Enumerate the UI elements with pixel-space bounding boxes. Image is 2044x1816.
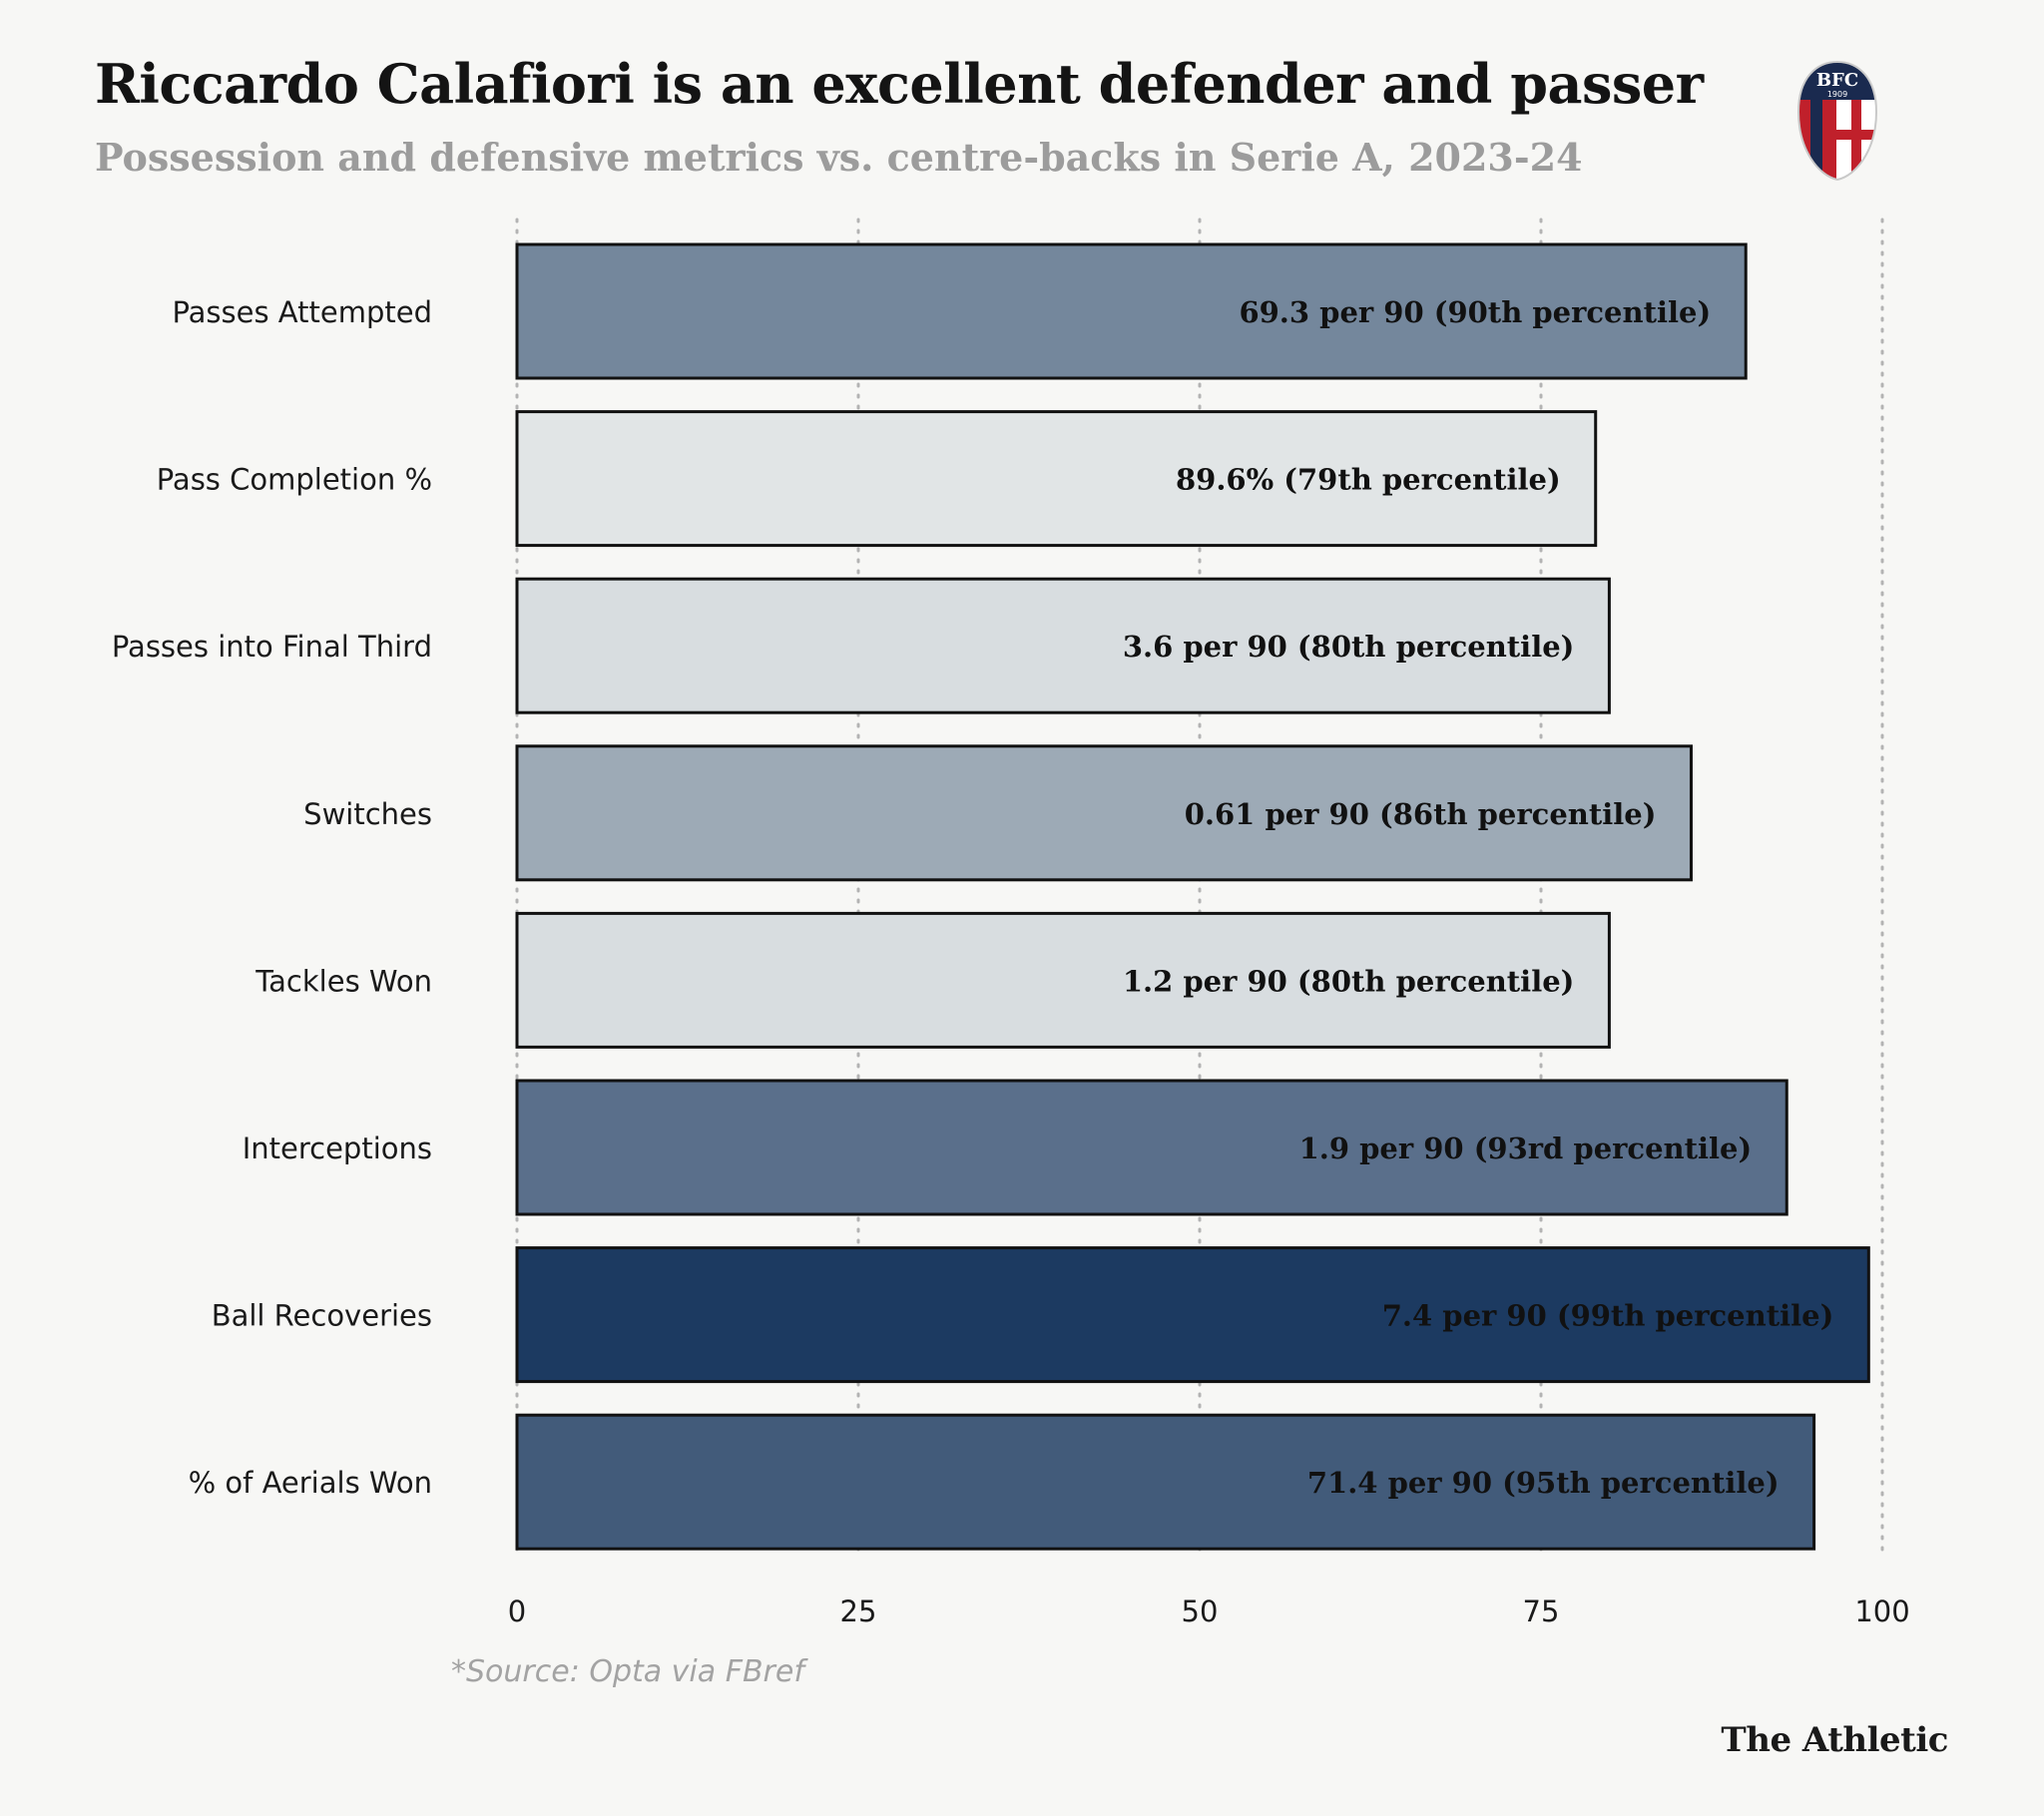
x-tick-label: 25 xyxy=(840,1594,877,1628)
category-labels: Passes Attempted Pass Completion % Passes … xyxy=(112,295,432,1500)
bar xyxy=(515,1413,1816,1551)
bar xyxy=(515,744,1693,882)
chart-title: Riccardo Calafiori is an excellent defen… xyxy=(95,52,1704,116)
bar-value-label: 1.2 per 90 (80th percentile) xyxy=(1123,964,1575,998)
crest-year: 1909 xyxy=(1827,90,1847,99)
x-tick-label: 0 xyxy=(508,1594,526,1628)
category-label: Ball Recoveries xyxy=(212,1299,432,1333)
bar-value-labels: 69.3 per 90 (90th percentile) 89.6% (79th… xyxy=(1123,295,1833,1500)
category-label: Passes Attempted xyxy=(172,295,432,329)
category-label: Pass Completion % xyxy=(157,463,432,497)
category-label: Tackles Won xyxy=(255,964,432,998)
bar-value-label: 0.61 per 90 (86th percentile) xyxy=(1185,797,1657,831)
chart-subtitle: Possession and defensive metrics vs. cen… xyxy=(95,135,1583,180)
brand-logo-text: The Athletic xyxy=(1721,1720,1948,1760)
bars xyxy=(515,242,1870,1551)
bar xyxy=(515,1246,1870,1384)
x-tick-label: 50 xyxy=(1182,1594,1219,1628)
bar xyxy=(515,242,1748,380)
bar-value-label: 71.4 per 90 (95th percentile) xyxy=(1307,1466,1780,1500)
category-label: Passes into Final Third xyxy=(112,630,432,664)
bologna-crest-logo: BFC 1909 xyxy=(1796,60,1878,182)
x-tick-label: 100 xyxy=(1854,1594,1909,1628)
crest-lettering: BFC xyxy=(1816,70,1858,91)
bar xyxy=(515,577,1611,714)
source-note: *Source: Opta via FBref xyxy=(451,1654,804,1689)
category-label: % of Aerials Won xyxy=(189,1466,432,1500)
bar-value-label: 3.6 per 90 (80th percentile) xyxy=(1123,630,1575,664)
category-label: Interceptions xyxy=(243,1132,432,1165)
bar-value-label: 89.6% (79th percentile) xyxy=(1176,463,1561,497)
bar xyxy=(515,911,1611,1049)
bar xyxy=(515,410,1598,548)
x-tick-labels: 0 25 50 75 100 xyxy=(508,1594,1910,1628)
category-label: Switches xyxy=(303,797,432,831)
bar-value-label: 69.3 per 90 (90th percentile) xyxy=(1239,295,1711,329)
bar-value-label: 7.4 per 90 (99th percentile) xyxy=(1382,1299,1834,1333)
x-tick-label: 75 xyxy=(1523,1594,1560,1628)
bar-value-label: 1.9 per 90 (93rd percentile) xyxy=(1299,1132,1753,1165)
bar xyxy=(515,1079,1788,1216)
